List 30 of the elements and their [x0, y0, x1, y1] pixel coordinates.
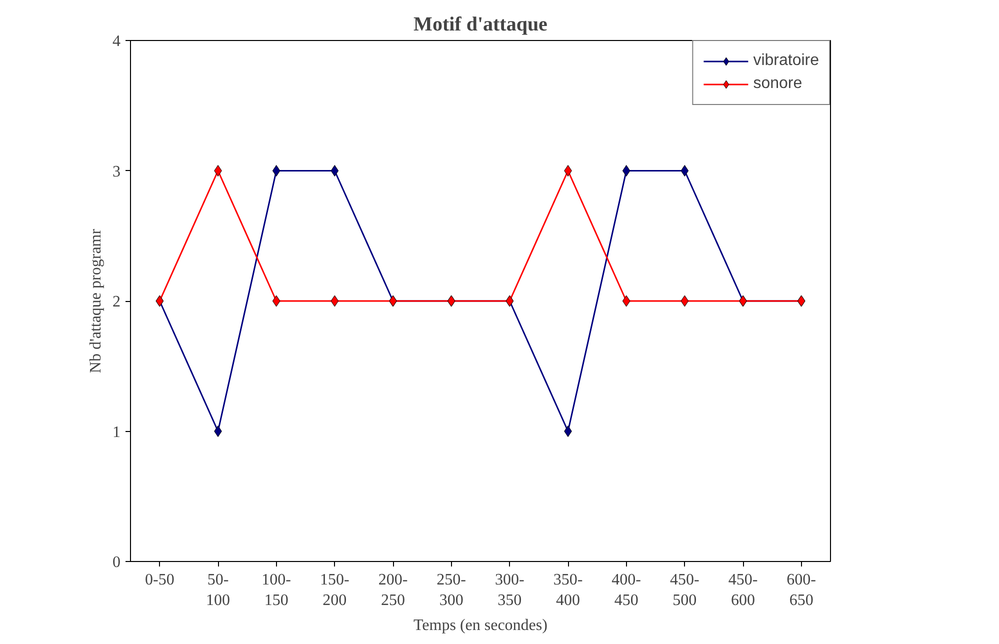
- point: [330, 165, 339, 176]
- x-tick-label: 50-100: [206, 572, 230, 609]
- x-tick-label: 450-600: [728, 572, 758, 609]
- x-tick-label: 100-150: [262, 572, 291, 609]
- point: [622, 295, 630, 307]
- point: [680, 165, 689, 176]
- point: [680, 295, 689, 307]
- x-tick-label: 150-200: [320, 572, 350, 609]
- x-tick-label: 450-500: [670, 572, 700, 609]
- x-tick-label: 400-450: [612, 572, 641, 609]
- y-tick-label: 3: [112, 163, 120, 180]
- y-tick-label: 0: [112, 554, 120, 571]
- point: [330, 295, 339, 307]
- legend-label: sonore: [753, 75, 802, 93]
- point: [272, 165, 280, 176]
- y-tick-label: 1: [112, 424, 120, 441]
- x-tick-label: 300-350: [495, 572, 524, 609]
- x-tick-label: 250-300: [436, 572, 466, 609]
- x-tick-label: 0-50: [145, 572, 174, 588]
- point: [622, 165, 630, 176]
- y-axis-title: Nb d'attaque programr: [88, 228, 104, 374]
- y-tick-label: 2: [112, 294, 120, 310]
- chart-title: Motif d'attaque: [414, 14, 548, 36]
- y-tick-label: 4: [112, 33, 120, 50]
- x-tick-label: 200-250: [378, 572, 408, 609]
- point: [272, 295, 280, 307]
- legend-label: vibratoire: [753, 52, 819, 70]
- x-axis-title: Temps (en secondes): [414, 616, 548, 634]
- x-tick-label: 350-400: [553, 572, 583, 609]
- x-tick-label: 600-650: [786, 572, 816, 609]
